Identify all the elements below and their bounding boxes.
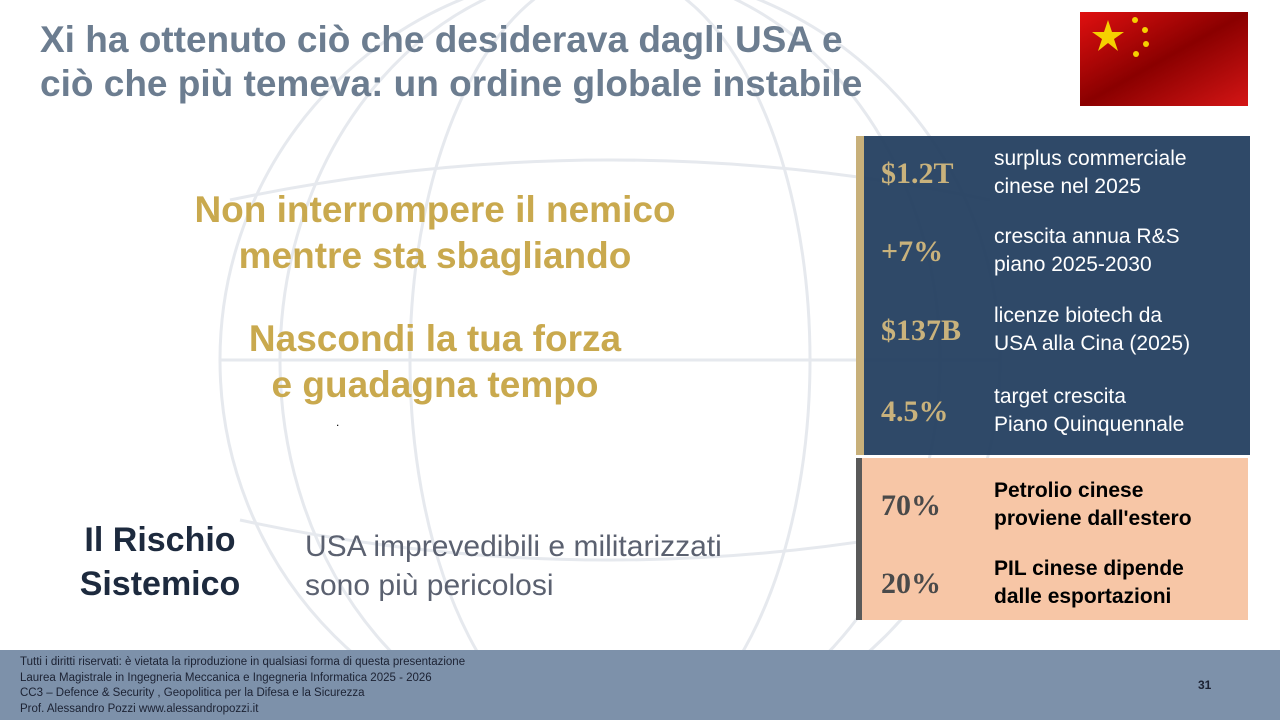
- stat-desc: Petrolio cinese proviene dall'estero: [994, 477, 1192, 533]
- stat-desc-line: cinese nel 2025: [994, 175, 1142, 198]
- page-number: 31: [1198, 678, 1212, 692]
- footer-text: Tutti i diritti riservati: è vietata la …: [20, 655, 465, 717]
- dark-panel: [856, 136, 1250, 455]
- stat-desc: crescita annua R&S piano 2025-2030: [994, 223, 1180, 279]
- stat-desc-line: proviene dall'estero: [994, 507, 1192, 530]
- stat-desc-line: Piano Quinquennale: [994, 413, 1185, 436]
- stat-desc-line: USA alla Cina (2025): [994, 332, 1191, 355]
- stat-value: 70%: [881, 489, 941, 522]
- stat-desc-line: piano 2025-2030: [994, 253, 1152, 276]
- quote-line: Nascondi la tua forza: [248, 318, 622, 359]
- stat-value: 20%: [881, 567, 941, 600]
- stat-value: +7%: [881, 235, 944, 268]
- stat-desc: target crescita Piano Quinquennale: [994, 383, 1184, 439]
- stat-desc-line: licenze biotech da: [994, 304, 1163, 327]
- stat-value: 4.5%: [881, 395, 949, 428]
- risk-line: USA imprevedibili e militarizzati: [305, 530, 722, 563]
- stat-desc-line: Petrolio cinese: [994, 479, 1144, 502]
- light-panel: [856, 458, 1248, 620]
- stat-desc-line: PIL cinese dipende: [994, 557, 1184, 580]
- footer-bar: [0, 650, 1280, 720]
- quote-line: mentre sta sbagliando: [238, 235, 632, 276]
- risk-line: sono più pericolosi: [305, 569, 554, 602]
- footer-line: Laurea Magistrale in Ingegneria Meccanic…: [20, 671, 432, 684]
- stat-value: $137B: [881, 314, 962, 347]
- stat-desc: licenze biotech da USA alla Cina (2025): [994, 302, 1190, 358]
- dot: .: [336, 415, 340, 429]
- flag: [1080, 12, 1248, 106]
- footer-line: Tutti i diritti riservati: è vietata la …: [20, 656, 466, 668]
- risk-line: Sistemico: [79, 565, 241, 603]
- stat-desc: surplus commerciale cinese nel 2025: [994, 145, 1187, 201]
- quote: Non interrompere il nemico mentre sta sba…: [100, 187, 770, 279]
- title-line: ciò che più temeva: un ordine globale in…: [40, 63, 863, 104]
- quote-line: Non interrompere il nemico: [194, 189, 676, 230]
- stat-value: $1.2T: [881, 157, 954, 190]
- title-line: Xi ha ottenuto ciò che desiderava dagli …: [40, 19, 843, 60]
- stat-desc-line: surplus commerciale: [994, 147, 1187, 170]
- stat-desc-line: crescita annua R&S: [994, 225, 1180, 248]
- stat-desc: PIL cinese dipende dalle esportazioni: [994, 555, 1184, 611]
- risk-text: USA imprevedibili e militarizzati sono pi…: [305, 527, 722, 605]
- risk-line: Il Rischio: [84, 521, 236, 559]
- quote: Nascondi la tua forza e guadagna tempo: [100, 316, 770, 408]
- stat-desc-line: dalle esportazioni: [994, 585, 1172, 608]
- stat-desc-line: target crescita: [994, 385, 1126, 408]
- footer-line: Prof. Alessandro Pozzi www.alessandropoz…: [20, 702, 259, 715]
- quote-line: e guadagna tempo: [271, 364, 599, 405]
- footer-line: CC3 – Defence & Security , Geopolitica p…: [20, 687, 365, 699]
- risk-label: Il Rischio Sistemico: [60, 518, 260, 606]
- title: Xi ha ottenuto ciò che desiderava dagli …: [40, 18, 862, 106]
